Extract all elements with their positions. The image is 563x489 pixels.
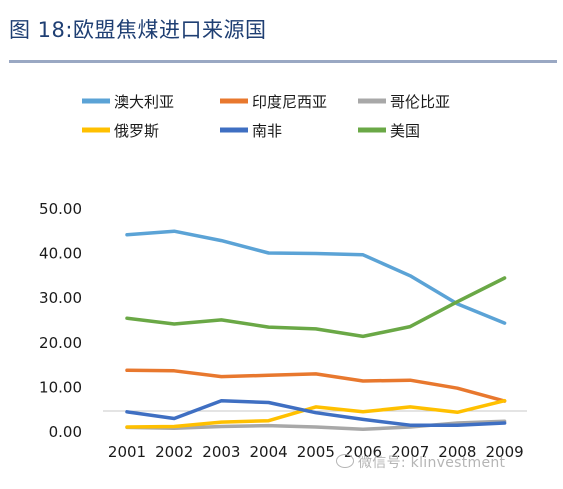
y-axis: 50.00 40.00 30.00 20.00 10.00 0.00 <box>39 200 82 441</box>
data-point-0-5 <box>362 253 365 256</box>
data-point-2-5 <box>362 428 365 431</box>
x-tick-label-6: 2007 <box>391 443 429 461</box>
data-point-0-0 <box>126 233 129 236</box>
data-point-0-3 <box>267 252 270 255</box>
data-point-4-6 <box>409 424 412 427</box>
data-point-3-7 <box>456 411 459 414</box>
data-point-0-8 <box>503 322 506 325</box>
data-point-5-6 <box>409 325 412 328</box>
x-tick-label-3: 2004 <box>250 443 288 461</box>
data-point-3-5 <box>362 410 365 413</box>
x-tick-label-2: 2003 <box>202 443 240 461</box>
x-tick-label-5: 2006 <box>344 443 382 461</box>
y-tick-label-0: 50.00 <box>39 200 82 218</box>
data-point-0-4 <box>314 252 317 255</box>
y-tick-label-2: 30.00 <box>39 289 82 307</box>
y-tick-label-1: 40.00 <box>39 245 82 263</box>
data-point-1-5 <box>362 380 365 383</box>
data-point-3-0 <box>126 425 129 428</box>
series-line-1 <box>125 368 507 403</box>
legend-label-2: 哥伦比亚 <box>390 93 450 111</box>
y-tick-label-4: 10.00 <box>39 378 82 396</box>
data-point-3-6 <box>409 405 412 408</box>
series-line-3 <box>125 398 507 429</box>
x-tick-label-1: 2002 <box>155 443 193 461</box>
data-point-4-4 <box>314 411 317 414</box>
data-point-4-5 <box>362 418 365 421</box>
data-point-5-8 <box>503 277 506 280</box>
data-point-3-8 <box>503 399 506 402</box>
x-tick-label-4: 2005 <box>297 443 335 461</box>
data-point-2-4 <box>314 425 317 428</box>
plot-series <box>125 229 507 431</box>
legend-label-1: 印度尼西亚 <box>252 93 327 111</box>
data-point-1-6 <box>409 379 412 382</box>
legend-label-4: 南非 <box>252 122 282 140</box>
data-point-2-2 <box>220 425 223 428</box>
data-point-3-3 <box>267 419 270 422</box>
data-point-5-1 <box>173 322 176 325</box>
watermark: 微信号: klinvestment <box>336 452 505 472</box>
page-title: 图 18:欧盟焦煤进口来源国 <box>9 18 267 42</box>
data-point-1-7 <box>456 387 459 390</box>
data-point-5-2 <box>220 318 223 321</box>
watermark-text: 微信号: klinvestment <box>358 455 506 471</box>
legend-label-5: 美国 <box>390 122 420 140</box>
data-point-1-1 <box>173 369 176 372</box>
data-point-2-3 <box>267 424 270 427</box>
x-tick-label-7: 2008 <box>438 443 476 461</box>
data-point-1-3 <box>267 374 270 377</box>
data-point-5-5 <box>362 335 365 338</box>
title-divider <box>9 60 557 63</box>
data-point-4-1 <box>173 417 176 420</box>
data-point-1-2 <box>220 375 223 378</box>
data-point-5-3 <box>267 326 270 329</box>
data-point-4-8 <box>503 421 506 424</box>
data-point-5-7 <box>456 300 459 303</box>
y-tick-label-5: 0.00 <box>49 423 82 441</box>
series-line-0 <box>125 229 507 325</box>
x-tick-label-0: 2001 <box>108 443 146 461</box>
data-point-5-0 <box>126 317 129 320</box>
data-point-3-2 <box>220 421 223 424</box>
data-point-3-1 <box>173 425 176 428</box>
data-point-4-0 <box>126 410 129 413</box>
data-point-1-4 <box>314 372 317 375</box>
series-line-4 <box>125 398 507 427</box>
legend-label-0: 澳大利亚 <box>114 93 174 111</box>
data-point-0-2 <box>220 239 223 242</box>
y-tick-label-3: 20.00 <box>39 334 82 352</box>
legend-label-3: 俄罗斯 <box>114 122 159 140</box>
data-point-4-7 <box>456 424 459 427</box>
data-point-0-6 <box>409 274 412 277</box>
series-line-5 <box>125 276 507 339</box>
data-point-4-2 <box>220 399 223 402</box>
data-point-1-0 <box>126 369 129 372</box>
wechat-icon <box>336 454 354 468</box>
x-tick-label-8: 2009 <box>486 443 524 461</box>
data-point-3-4 <box>314 405 317 408</box>
data-point-4-3 <box>267 401 270 404</box>
data-point-0-1 <box>173 230 176 233</box>
data-point-5-4 <box>314 327 317 330</box>
